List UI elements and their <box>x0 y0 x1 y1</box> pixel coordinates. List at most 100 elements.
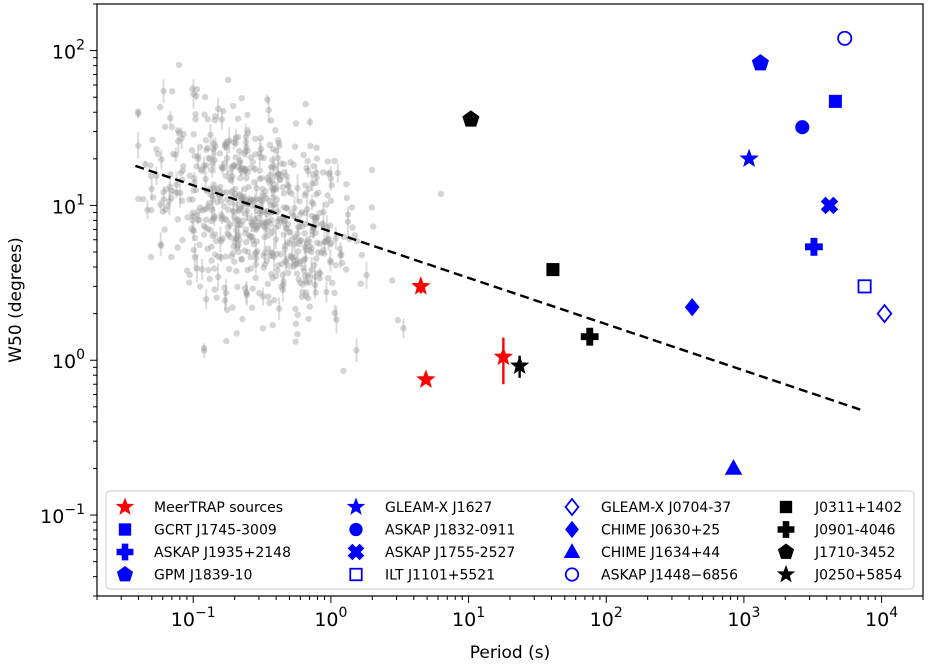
pulsar-point <box>194 208 202 215</box>
pulsar-point <box>196 241 203 248</box>
pulsar-point <box>303 279 310 286</box>
pulsar-point <box>343 194 351 202</box>
pulsar-point <box>248 196 256 204</box>
pulsar-point <box>261 192 268 199</box>
pulsar-point <box>179 236 186 244</box>
pulsar-point <box>252 249 259 256</box>
pulsar-point <box>190 187 197 194</box>
pulsar-point <box>269 187 277 194</box>
pulsar-point <box>293 270 301 277</box>
pulsar-point <box>210 140 218 147</box>
pulsar-point <box>238 195 246 202</box>
pulsar-point <box>285 221 292 228</box>
pulsar-point <box>313 144 320 151</box>
pulsar-point <box>191 253 199 261</box>
pulsar-point <box>243 290 250 297</box>
legend-marker-chime-j1634-44 <box>563 543 581 558</box>
pulsar-point <box>263 211 271 218</box>
pulsar-point <box>266 141 273 149</box>
pulsar-point <box>256 167 263 174</box>
pulsar-point <box>223 337 230 345</box>
pulsar-point <box>259 191 266 199</box>
pulsar-point <box>324 192 331 199</box>
pulsar-point <box>233 221 240 229</box>
pulsar-point <box>148 185 155 193</box>
pulsar-point <box>328 239 335 247</box>
pulsar-point <box>262 218 269 226</box>
pulsar-point <box>258 196 265 204</box>
pulsar-point <box>210 184 217 192</box>
pulsar-point <box>327 259 334 266</box>
pulsar-point <box>313 169 320 176</box>
pulsar-point <box>232 235 240 243</box>
pulsar-point <box>306 243 313 250</box>
pulsar-point <box>209 232 216 240</box>
pulsar-point <box>168 194 175 201</box>
pulsar-point <box>195 153 202 160</box>
pulsar-point <box>298 237 305 244</box>
legend-marker-gpm-j1839-10 <box>116 566 134 582</box>
legend-marker-j0311-1402 <box>779 500 793 514</box>
pulsar-point <box>235 207 243 215</box>
legend-label-j0901-4046: J0901-4046 <box>814 523 896 539</box>
pulsar-point <box>278 283 285 290</box>
pulsar-point <box>304 157 311 165</box>
legend: MeerTRAP sources GCRT J1745-3009 ASKAP J19… <box>105 490 915 590</box>
pulsar-point <box>190 90 197 98</box>
pulsar-point <box>217 236 224 243</box>
pulsar-point <box>203 146 210 153</box>
pulsar-point <box>246 232 253 239</box>
pulsar-point <box>280 169 287 176</box>
pulsar-point <box>157 201 164 208</box>
pulsar-point <box>270 181 278 188</box>
pulsar-point <box>256 220 263 227</box>
pulsar-point <box>196 217 203 224</box>
pulsar-point <box>288 254 296 261</box>
pulsar-point <box>292 261 299 268</box>
pulsar-point <box>217 254 225 261</box>
pulsar-point <box>246 234 254 241</box>
pulsar-point <box>237 174 244 182</box>
pulsar-point <box>303 289 310 296</box>
pulsar-point <box>186 279 193 286</box>
pulsar-point <box>283 205 290 212</box>
pulsar-point <box>327 257 334 264</box>
legend-label-gcrt-j1745-3009: GCRT J1745-3009 <box>154 523 277 539</box>
pulsar-point <box>310 163 317 170</box>
pulsar-point <box>162 206 169 213</box>
pulsar-point <box>203 205 211 212</box>
pulsar-point <box>198 266 206 273</box>
pulsar-point <box>175 138 182 145</box>
pulsar-point <box>253 224 261 232</box>
pulsar-point <box>301 272 309 279</box>
pulsar-point <box>192 110 199 118</box>
pulsar-point <box>261 249 268 256</box>
pulsar-point <box>357 280 365 287</box>
pulsar-point <box>326 222 334 229</box>
pulsar-point <box>244 169 251 176</box>
pulsar-point <box>313 255 320 262</box>
pulsar-point <box>253 184 260 192</box>
pulsar-point <box>298 293 306 301</box>
pulsar-point <box>288 190 295 197</box>
pulsar-point <box>312 229 319 237</box>
pulsar-point <box>196 283 204 290</box>
pulsar-point <box>281 217 288 225</box>
pulsar-point <box>296 198 303 205</box>
pulsar-point <box>338 251 345 258</box>
point-gcrt-j1745-3009-0 <box>828 94 842 108</box>
pulsar-point <box>312 216 320 223</box>
pulsar-point <box>201 347 208 354</box>
pulsar-point <box>292 305 299 313</box>
x-tick-label: 104 <box>865 605 898 631</box>
pulsar-point <box>167 183 174 190</box>
pulsar-point <box>160 189 167 196</box>
pulsar-point <box>219 164 226 172</box>
legend-label-meertrap-sources: MeerTRAP sources <box>154 500 283 516</box>
pulsar-point <box>219 235 227 242</box>
pulsar-point <box>290 212 297 219</box>
pulsar-point <box>312 214 320 221</box>
pulsar-point <box>208 257 215 264</box>
pulsar-point <box>174 127 182 134</box>
pulsar-point <box>153 172 160 179</box>
